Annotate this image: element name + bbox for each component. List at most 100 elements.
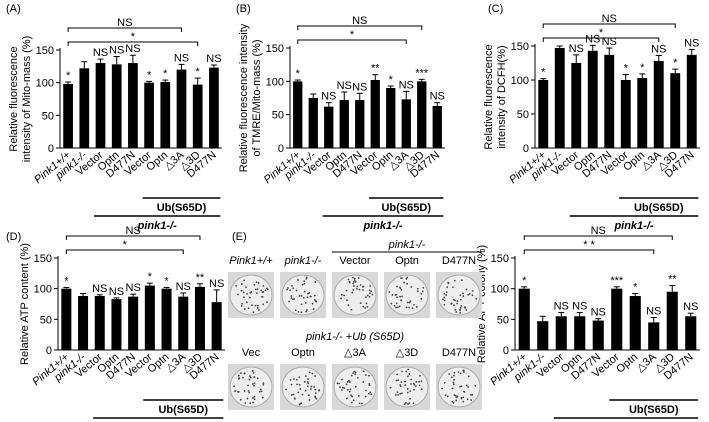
dish bbox=[229, 274, 273, 316]
colony bbox=[294, 309, 297, 312]
colony bbox=[445, 291, 448, 294]
colony bbox=[358, 402, 361, 405]
colony bbox=[266, 288, 269, 291]
colony bbox=[351, 401, 353, 404]
colony bbox=[452, 286, 454, 289]
bar bbox=[555, 316, 567, 350]
bracket-label: * bbox=[599, 27, 604, 39]
colony bbox=[311, 302, 314, 305]
y-tick-label: 150 bbox=[34, 253, 52, 265]
colony bbox=[404, 380, 406, 383]
colony bbox=[256, 304, 259, 307]
colony bbox=[257, 282, 260, 284]
y-tick-label: 100 bbox=[491, 284, 509, 296]
significance-label: NS bbox=[602, 36, 617, 48]
colony bbox=[357, 277, 360, 279]
bar bbox=[339, 100, 349, 148]
colony bbox=[420, 292, 423, 295]
colony bbox=[314, 281, 317, 283]
colony bbox=[364, 395, 367, 398]
significance-label: NS bbox=[209, 278, 224, 290]
y-tick-label: 150 bbox=[266, 43, 284, 55]
colony bbox=[456, 302, 459, 305]
bar bbox=[308, 98, 318, 148]
significance-label: NS bbox=[646, 305, 661, 317]
colony bbox=[291, 285, 293, 287]
colony bbox=[465, 288, 468, 291]
colony bbox=[460, 385, 463, 388]
bar bbox=[666, 291, 678, 350]
significance-bracket bbox=[297, 39, 407, 44]
bracket-label: * bbox=[350, 29, 355, 41]
colony bbox=[253, 384, 255, 387]
colony bbox=[314, 375, 317, 377]
bar bbox=[176, 69, 187, 148]
colony bbox=[346, 388, 349, 391]
colony bbox=[467, 386, 469, 388]
colony bbox=[409, 397, 411, 400]
colony bbox=[443, 296, 446, 299]
colony bbox=[348, 381, 351, 384]
bar bbox=[79, 68, 90, 148]
colony bbox=[471, 289, 474, 292]
colony bbox=[290, 394, 293, 396]
bracket-label: NS bbox=[352, 15, 367, 27]
y-axis-label: Relative fluorescence intensity bbox=[238, 23, 250, 172]
colony bbox=[406, 387, 409, 390]
colony bbox=[247, 307, 250, 310]
colony bbox=[314, 395, 317, 398]
colony bbox=[233, 385, 236, 388]
colony bbox=[247, 384, 249, 387]
colony bbox=[255, 281, 258, 284]
colony bbox=[354, 385, 357, 388]
colony bbox=[240, 289, 243, 292]
colony bbox=[354, 373, 357, 376]
colony bbox=[366, 294, 369, 297]
dish bbox=[437, 366, 481, 408]
colony bbox=[253, 376, 256, 378]
colony bbox=[453, 371, 456, 374]
significance-label: NS bbox=[125, 43, 140, 55]
colony bbox=[405, 370, 408, 373]
colony bbox=[252, 396, 254, 399]
colony bbox=[367, 392, 370, 395]
bar bbox=[653, 60, 664, 148]
bracket-label: * bbox=[123, 239, 128, 251]
colony bbox=[407, 403, 409, 405]
colony bbox=[460, 279, 463, 282]
colony bbox=[253, 382, 256, 385]
colony bbox=[397, 379, 400, 382]
colony bbox=[246, 292, 248, 295]
significance-label: * bbox=[522, 275, 527, 287]
colony bbox=[420, 297, 423, 300]
colony bbox=[356, 376, 359, 379]
colony bbox=[451, 400, 454, 403]
colony bbox=[401, 392, 403, 395]
colony bbox=[309, 295, 312, 298]
colony bbox=[343, 294, 345, 297]
colony bbox=[303, 290, 306, 293]
bar bbox=[293, 81, 303, 148]
colony bbox=[444, 394, 447, 397]
colony bbox=[262, 291, 265, 293]
bar bbox=[370, 80, 380, 148]
colony bbox=[412, 382, 415, 385]
colony bbox=[411, 307, 414, 310]
significance-label: * bbox=[163, 68, 168, 80]
colony bbox=[369, 391, 372, 394]
colony bbox=[471, 294, 474, 297]
colony bbox=[291, 298, 294, 301]
colony bbox=[413, 303, 415, 306]
colony bbox=[356, 285, 359, 288]
colony bbox=[360, 402, 363, 405]
y-tick-label: 100 bbox=[511, 75, 529, 87]
colony bbox=[235, 284, 238, 287]
colony bbox=[418, 384, 421, 387]
bar bbox=[620, 80, 631, 148]
group-label: Ub(S65D) bbox=[381, 202, 431, 214]
colony bbox=[341, 389, 343, 391]
colony bbox=[462, 292, 464, 295]
colony bbox=[252, 371, 255, 374]
colony bbox=[306, 385, 309, 388]
colony bbox=[292, 378, 295, 380]
